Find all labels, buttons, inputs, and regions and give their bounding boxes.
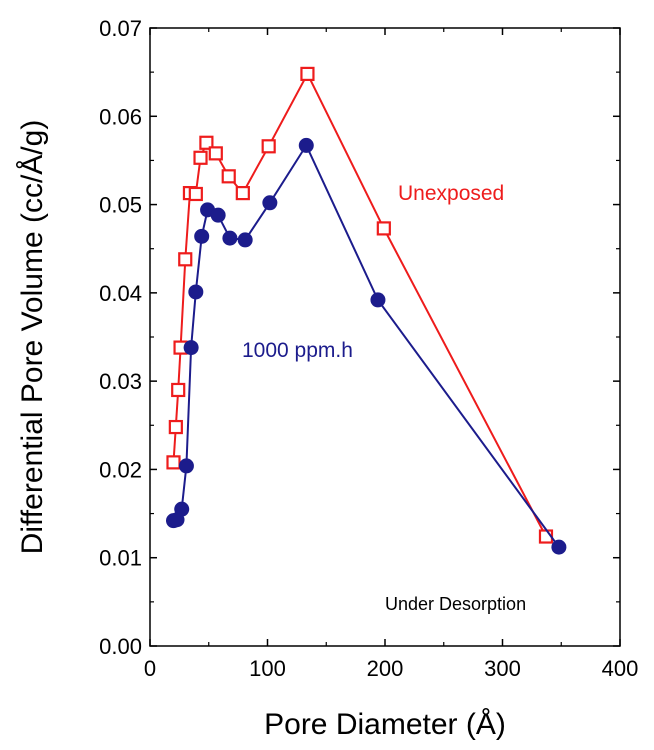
data-point-unexposed [199, 135, 214, 150]
data-point-unexposed [261, 139, 276, 154]
data-point-unexposed [168, 419, 183, 435]
data-point-unexposed [376, 221, 391, 236]
data-point-1000ppmh [237, 232, 253, 248]
x-tick-label: 300 [484, 656, 521, 681]
series-layer [166, 66, 567, 555]
x-tick-label: 400 [602, 656, 639, 681]
x-tick-label: 0 [144, 656, 156, 681]
series-line-0 [172, 71, 547, 537]
plot-frame [149, 27, 621, 647]
data-point-unexposed [208, 146, 223, 161]
y-tick-label: 0.04 [99, 281, 142, 306]
data-point-1000ppmh [178, 458, 194, 474]
data-point-1000ppmh [174, 501, 190, 517]
data-point-1000ppmh [188, 284, 204, 300]
data-point-1000ppmh [183, 340, 199, 356]
x-tick-label: 100 [249, 656, 286, 681]
series-label-unexposed: Unexposed [398, 182, 504, 205]
y-axis-title: Differential Pore Volume (cc/Å/g) [16, 120, 49, 555]
data-point-1000ppmh [551, 539, 567, 555]
annotation-under-desorption: Under Desorption [385, 594, 526, 614]
y-tick-label: 0.01 [99, 546, 142, 571]
data-point-1000ppmh [222, 230, 238, 246]
y-tick-label: 0.00 [99, 634, 142, 659]
x-tick-label: 200 [367, 656, 404, 681]
data-point-unexposed [171, 382, 186, 398]
data-point-unexposed [188, 186, 203, 202]
y-axis-ticks: 0.00 0.01 0.02 0.03 0.04 0.05 0.06 0.07 [99, 16, 620, 659]
data-point-unexposed [178, 252, 193, 267]
data-point-unexposed [235, 185, 250, 201]
x-axis-ticks: 0 100 200 300 400 [144, 28, 638, 681]
y-tick-label: 0.06 [99, 104, 142, 129]
data-point-unexposed [193, 150, 208, 165]
x-axis-title: Pore Diameter (Å) [264, 708, 506, 741]
data-point-1000ppmh [194, 228, 210, 244]
series-line-1 [173, 143, 560, 548]
y-tick-label: 0.07 [99, 16, 142, 41]
data-point-1000ppmh [298, 137, 314, 153]
series-label-1000ppmh: 1000 ppm.h [242, 339, 353, 362]
data-point-1000ppmh [210, 207, 226, 223]
y-tick-label: 0.05 [99, 193, 142, 218]
data-point-unexposed [166, 455, 181, 470]
data-point-1000ppmh [262, 195, 278, 211]
y-tick-label: 0.03 [99, 369, 142, 394]
data-point-unexposed [221, 169, 236, 184]
data-point-unexposed [300, 66, 315, 82]
y-tick-label: 0.02 [99, 457, 142, 482]
data-point-1000ppmh [370, 292, 386, 308]
